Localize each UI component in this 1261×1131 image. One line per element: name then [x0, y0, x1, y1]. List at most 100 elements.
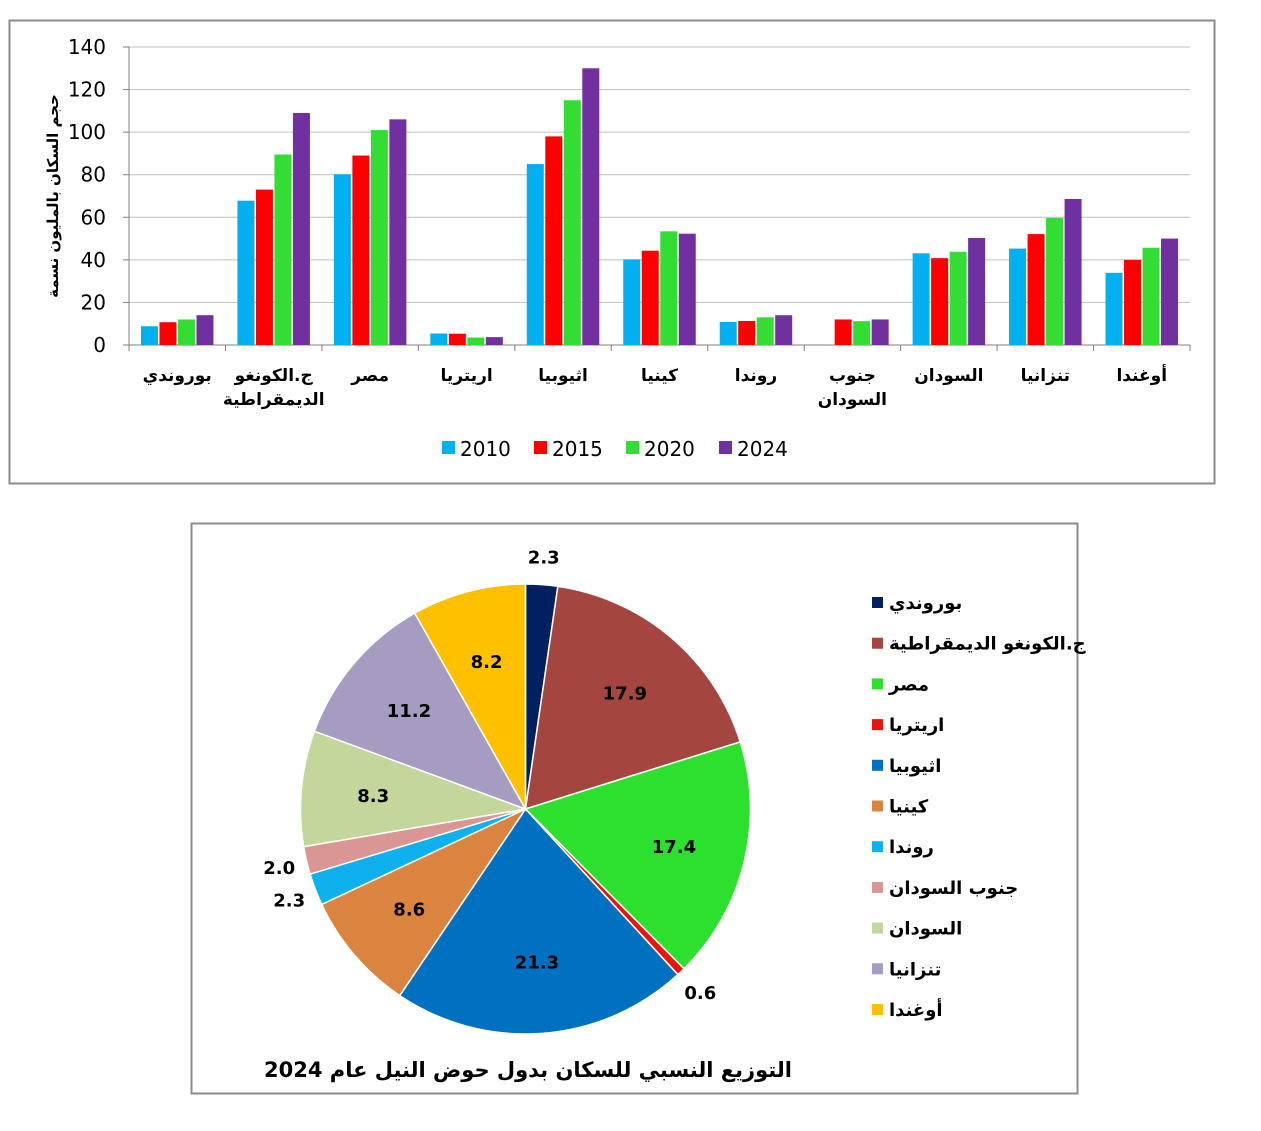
bar-2024	[1161, 238, 1179, 345]
y-tick-label: 100	[68, 120, 106, 144]
x-category-label: أوغندا	[1116, 364, 1167, 386]
bar-2015	[352, 155, 370, 345]
bar-2010	[430, 333, 448, 345]
population-bar-chart: 0 20 40 60 80 100 120 140 بوروندي ج.الكونغو الديم…	[8, 19, 1216, 485]
y-tick-label: 0	[93, 333, 106, 357]
legend-swatch-2010	[442, 441, 455, 454]
pie-data-label: 21.3	[515, 953, 559, 974]
pie-legend-label: ج.الكونغو الديمقراطية	[889, 634, 1086, 655]
pie-legend-swatch	[872, 719, 883, 731]
x-category-label: السودان	[914, 366, 983, 386]
bar-2015	[448, 333, 466, 345]
bar-2020	[1046, 217, 1064, 345]
pie-data-label: 17.9	[603, 684, 647, 705]
bar-2010	[912, 253, 930, 345]
x-category-label: جنوب	[829, 366, 876, 386]
bar-2020	[370, 130, 388, 345]
pie-data-labels: 2.3 17.9 17.4 0.6 21.3 8.6 2.3 2.0 8.3 11.2 8.2	[263, 548, 716, 1004]
bar-2020	[853, 321, 871, 345]
pie-chart-frame	[190, 522, 1079, 1095]
bar-legend: 2010 2015 2020 2024	[442, 437, 788, 461]
y-tick-label: 120	[68, 78, 106, 102]
legend-label: 2024	[737, 437, 788, 461]
pie-legend-label: كينيا	[889, 797, 929, 818]
pie-slice	[302, 808, 526, 876]
pie-data-label: 2.3	[273, 890, 305, 911]
pie-slice	[524, 585, 742, 811]
legend-label: 2020	[644, 437, 695, 461]
pie-legend-swatch	[872, 841, 883, 853]
bar-2015	[1027, 234, 1045, 345]
bar-2024	[1064, 198, 1082, 345]
bar-2020	[756, 317, 774, 345]
bar-2024	[678, 233, 696, 345]
pie-slice	[413, 583, 527, 812]
bar-2020	[949, 251, 967, 345]
pie-slice	[309, 808, 526, 906]
x-category-label: السودان	[818, 390, 887, 410]
bar-2010	[140, 326, 158, 345]
pie-legend: بوروندي ج.الكونغو الديمقراطية مصر اريتريا اث…	[872, 593, 1086, 1021]
y-tick-label: 60	[81, 205, 106, 229]
x-category-label: ج.الكونغو	[234, 366, 314, 386]
pie-data-label: 17.4	[652, 837, 696, 858]
pie-legend-swatch	[872, 1004, 883, 1015]
pie-slice	[320, 807, 528, 997]
x-category-label: اثيوبيا	[538, 366, 588, 386]
x-category-label: كينيا	[641, 366, 678, 386]
bar-2010	[333, 174, 351, 345]
bar-2010	[623, 259, 641, 345]
bar-2015	[931, 258, 949, 345]
pie-slice	[524, 740, 752, 970]
bar-2024	[389, 119, 407, 345]
pie-data-label: 8.6	[393, 899, 425, 920]
y-tick-label: 40	[81, 248, 106, 272]
pie-legend-label: جنوب السودان	[889, 878, 1018, 899]
x-axis-labels: بوروندي ج.الكونغو الديمقراطية مصر اريتريا اثي…	[143, 364, 1167, 410]
bar-2015	[738, 320, 756, 345]
pie-legend-label: السودان	[889, 919, 962, 940]
pie-slices	[299, 583, 752, 1035]
x-category-label: مصر	[350, 366, 389, 386]
legend-swatch-2020	[626, 441, 639, 454]
pie-data-label: 8.3	[357, 786, 389, 807]
pie-data-label: 8.2	[471, 652, 503, 673]
pie-slice	[398, 807, 679, 1035]
y-axis-ticks: 0 20 40 60 80 100 120 140	[68, 35, 106, 357]
pie-slice	[299, 730, 529, 848]
bar-2024	[196, 315, 214, 345]
bar-marks	[140, 68, 1179, 346]
bar-2024	[485, 337, 503, 345]
pie-legend-label: اثيوبيا	[889, 756, 941, 777]
pie-legend-swatch	[872, 963, 883, 975]
bar-2015	[641, 250, 659, 345]
pie-legend-swatch	[872, 800, 883, 812]
bar-2015	[255, 189, 273, 345]
y-tick-label: 20	[81, 290, 106, 314]
x-category-label: تنزانيا	[1021, 366, 1070, 386]
bar-2015	[545, 136, 563, 345]
bar-2010	[1105, 272, 1123, 345]
pie-legend-label: مصر	[888, 674, 929, 695]
pie-slice	[313, 612, 528, 811]
pie-legend-swatch	[872, 637, 883, 649]
pie-legend-label: اريتريا	[889, 715, 944, 736]
x-category-label: بوروندي	[143, 366, 212, 386]
pie-slice	[524, 808, 686, 976]
pie-data-label: 2.0	[263, 858, 295, 879]
pie-data-label: 2.3	[528, 548, 560, 569]
x-category-label: اريتريا	[440, 366, 492, 386]
bar-2020	[1142, 247, 1160, 345]
bar-2024	[775, 315, 793, 345]
pie-legend-label: روندا	[889, 837, 934, 858]
pie-legend-swatch	[872, 881, 883, 893]
bar-2010	[526, 164, 544, 345]
pie-slice	[524, 583, 559, 810]
bar-2024	[582, 68, 600, 346]
bar-2020	[660, 231, 678, 345]
pie-legend-swatch	[872, 922, 883, 934]
bar-2015	[834, 319, 852, 345]
bar-2010	[719, 322, 737, 345]
pie-legend-swatch	[872, 759, 883, 771]
bar-2015	[159, 322, 177, 345]
